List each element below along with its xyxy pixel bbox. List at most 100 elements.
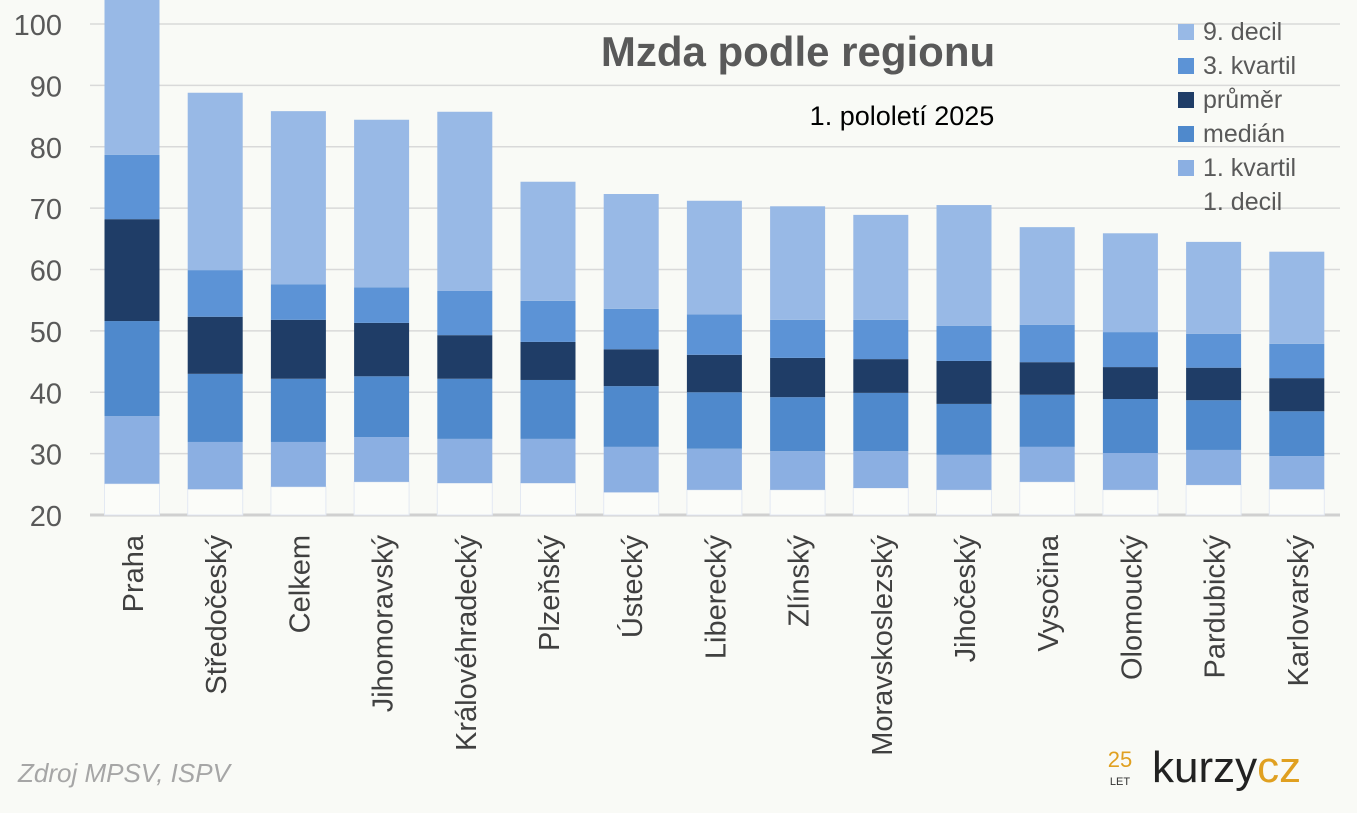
legend-swatch bbox=[1178, 58, 1194, 74]
y-tick-label: 80 bbox=[30, 133, 62, 165]
bar-segment-pr-m-r bbox=[104, 219, 160, 322]
bar-segment-3-kvartil bbox=[1102, 332, 1158, 368]
bar-segment-1-kvartil bbox=[686, 448, 742, 490]
bar-segment-1-decil bbox=[1019, 481, 1076, 516]
bar-segment-3-kvartil bbox=[1186, 333, 1242, 368]
bar-segment-1-decil bbox=[353, 481, 410, 516]
x-tick-label: Zlínský bbox=[784, 535, 816, 627]
bar-segment-pr-m-r bbox=[187, 316, 243, 374]
x-tick-label: Liberecký bbox=[700, 535, 732, 660]
legend-swatch bbox=[1178, 92, 1194, 108]
bar-segment-1-decil bbox=[520, 482, 576, 516]
svg-text:25: 25 bbox=[1108, 747, 1132, 772]
y-tick-label: 40 bbox=[30, 378, 62, 410]
bar-segment-3-kvartil bbox=[770, 319, 826, 358]
x-tick-label: Plzeňský bbox=[534, 535, 566, 652]
x-tick-label: Celkem bbox=[284, 535, 316, 633]
x-tick-label: Vysočina bbox=[1033, 534, 1065, 651]
svg-text:LET: LET bbox=[1110, 776, 1130, 788]
bar-segment-1-decil bbox=[436, 482, 493, 516]
bar-segment-medi-n bbox=[1102, 399, 1158, 454]
bar-segment-pr-m-r bbox=[603, 349, 659, 387]
x-tick-label: Pardubický bbox=[1200, 535, 1232, 679]
bar-segment-3-kvartil bbox=[936, 325, 992, 361]
legend-label: medián bbox=[1203, 120, 1285, 148]
bar-segment-1-kvartil bbox=[104, 416, 160, 484]
bar-segment-medi-n bbox=[270, 378, 326, 442]
bar-segment-1-kvartil bbox=[1186, 449, 1242, 485]
bar-segment-3-kvartil bbox=[520, 300, 576, 342]
bar-segment-pr-m-r bbox=[437, 335, 493, 379]
bar-segment-1-decil bbox=[769, 489, 826, 516]
svg-text:kurzycz: kurzycz bbox=[1152, 743, 1301, 792]
bar-segment-9-decil bbox=[520, 181, 576, 301]
x-tick-label: Karlovarský bbox=[1283, 535, 1315, 687]
bar-segment-9-decil bbox=[770, 206, 826, 320]
bar-segment-3-kvartil bbox=[1269, 343, 1325, 379]
bar-segment-9-decil bbox=[853, 214, 909, 320]
x-tick-label: Jihomoravský bbox=[368, 535, 400, 713]
bar-segment-pr-m-r bbox=[686, 354, 742, 393]
bar-segment-3-kvartil bbox=[104, 154, 160, 220]
legend: 9. decil 3. kvartil průměr medián 1. kvartil… bbox=[1178, 18, 1296, 216]
bar-segment-9-decil bbox=[1269, 251, 1325, 344]
bar-segment-1-kvartil bbox=[1019, 446, 1075, 482]
bar-segment-1-decil bbox=[1102, 489, 1159, 516]
bar-segment-1-kvartil bbox=[437, 438, 493, 484]
bar-segment-3-kvartil bbox=[437, 290, 493, 336]
legend-swatch bbox=[1178, 160, 1194, 176]
bar-segment-9-decil bbox=[1019, 227, 1075, 325]
bar-segment-pr-m-r bbox=[1269, 378, 1325, 412]
bar-segment-9-decil bbox=[1102, 233, 1158, 333]
bar-segment-medi-n bbox=[686, 392, 742, 449]
chart-title: Mzda podle regionu bbox=[601, 28, 995, 75]
bar-segment-medi-n bbox=[770, 397, 826, 452]
bar-segment-pr-m-r bbox=[520, 341, 576, 380]
bar-segment-1-decil bbox=[187, 488, 244, 516]
legend-label: 9. decil bbox=[1203, 18, 1282, 46]
bar-segment-1-kvartil bbox=[936, 454, 992, 490]
bar-segment-3-kvartil bbox=[603, 308, 659, 350]
bar-segment-medi-n bbox=[1186, 400, 1242, 450]
legend-label: 1. decil bbox=[1203, 188, 1282, 216]
bar-segment-3-kvartil bbox=[853, 319, 909, 360]
source-note: Zdroj MPSV, ISPV bbox=[17, 758, 233, 788]
x-tick-label: Olomoucký bbox=[1116, 535, 1148, 681]
bar-segment-9-decil bbox=[437, 111, 493, 291]
legend-label: průměr bbox=[1203, 86, 1282, 114]
bar-segment-1-kvartil bbox=[1269, 456, 1325, 490]
x-tick-label: Středočeský bbox=[201, 535, 233, 695]
bar-segment-3-kvartil bbox=[686, 314, 742, 355]
bar-segment-medi-n bbox=[104, 321, 160, 417]
bar-segment-pr-m-r bbox=[270, 319, 326, 379]
y-tick-label: 30 bbox=[30, 440, 62, 472]
logo: 25 LET kurzycz bbox=[1108, 743, 1301, 792]
bar-segment-pr-m-r bbox=[936, 360, 992, 404]
bar-segment-medi-n bbox=[437, 378, 493, 439]
x-tick-label: Královéhradecký bbox=[451, 535, 483, 751]
legend-swatch bbox=[1178, 126, 1194, 142]
x-tick-label: Jihočeský bbox=[950, 535, 982, 663]
bar-segment-3-kvartil bbox=[1019, 324, 1075, 363]
bar-segment-1-decil bbox=[686, 489, 743, 516]
y-tick-label: 100 bbox=[14, 10, 62, 42]
bar-segment-9-decil bbox=[1186, 241, 1242, 334]
legend-swatch bbox=[1178, 24, 1194, 40]
bar-segment-1-kvartil bbox=[1102, 453, 1158, 490]
bar-segment-pr-m-r bbox=[1186, 367, 1242, 401]
bar-segment-pr-m-r bbox=[354, 322, 410, 377]
bar-segment-9-decil bbox=[270, 111, 326, 285]
bar-segment-1-kvartil bbox=[853, 451, 909, 488]
bar-segment-3-kvartil bbox=[270, 284, 326, 320]
bar-segment-1-kvartil bbox=[354, 437, 410, 482]
bar-segment-1-decil bbox=[603, 491, 660, 516]
y-tick-label: 90 bbox=[30, 71, 62, 103]
bar-segment-1-decil bbox=[104, 483, 160, 516]
bar-segment-9-decil bbox=[603, 194, 659, 309]
bar-segment-3-kvartil bbox=[354, 287, 410, 323]
bar-segment-medi-n bbox=[603, 386, 659, 447]
y-tick-label: 20 bbox=[30, 501, 62, 533]
bar-segment-1-decil bbox=[1268, 488, 1325, 516]
bar-segment-medi-n bbox=[354, 376, 410, 438]
